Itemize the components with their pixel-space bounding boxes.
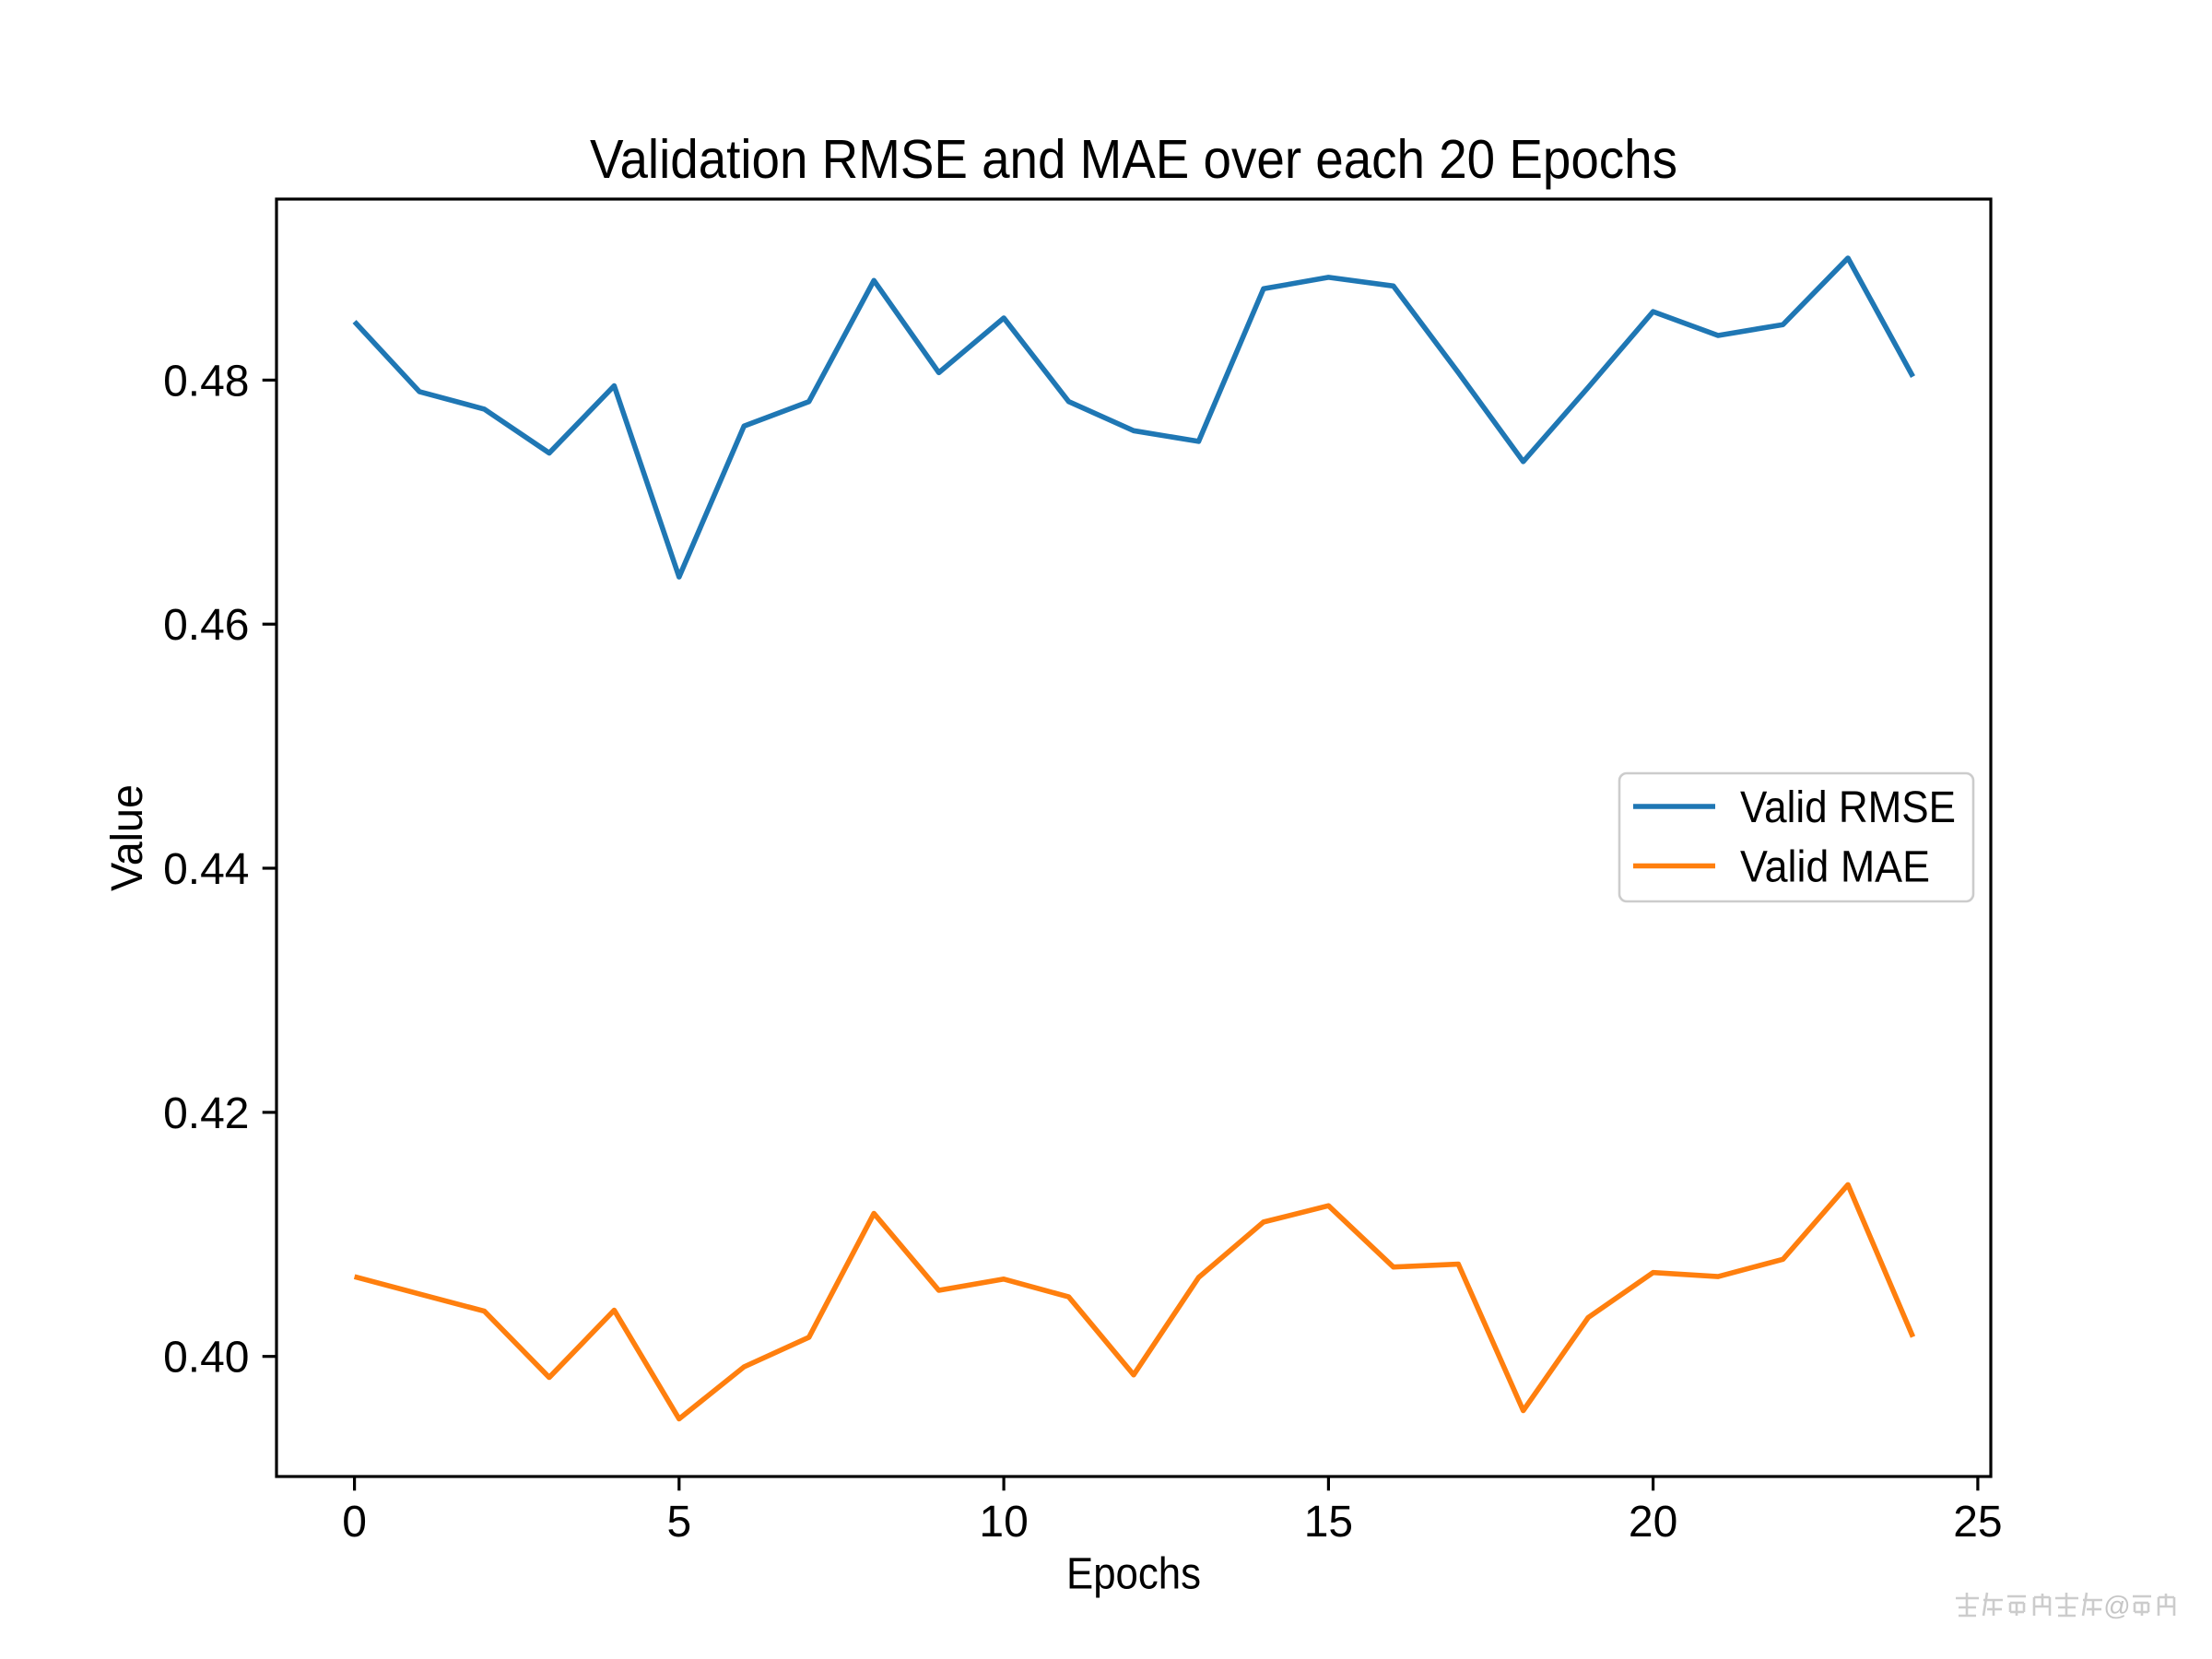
svg-text:0.40: 0.40 bbox=[163, 1334, 249, 1382]
svg-text:Validation RMSE and MAE over e: Validation RMSE and MAE over each 20 Epo… bbox=[590, 129, 1677, 190]
svg-text:0: 0 bbox=[342, 1498, 367, 1547]
svg-text:10: 10 bbox=[979, 1498, 1028, 1547]
svg-text:@: @ bbox=[2103, 1592, 2130, 1621]
svg-text:Epochs: Epochs bbox=[1066, 1549, 1201, 1598]
svg-text:0.44: 0.44 bbox=[163, 845, 249, 894]
svg-text:Valid RMSE: Valid RMSE bbox=[1740, 783, 1956, 832]
svg-text:25: 25 bbox=[1953, 1498, 2002, 1547]
svg-text:Valid MAE: Valid MAE bbox=[1740, 843, 1930, 892]
svg-text:0.46: 0.46 bbox=[163, 601, 249, 650]
svg-text:5: 5 bbox=[666, 1498, 691, 1547]
svg-text:20: 20 bbox=[1629, 1498, 1677, 1547]
svg-text:Value: Value bbox=[103, 784, 152, 891]
svg-text:15: 15 bbox=[1304, 1498, 1353, 1547]
svg-text:0.42: 0.42 bbox=[163, 1089, 249, 1138]
svg-text:0.48: 0.48 bbox=[163, 357, 249, 406]
